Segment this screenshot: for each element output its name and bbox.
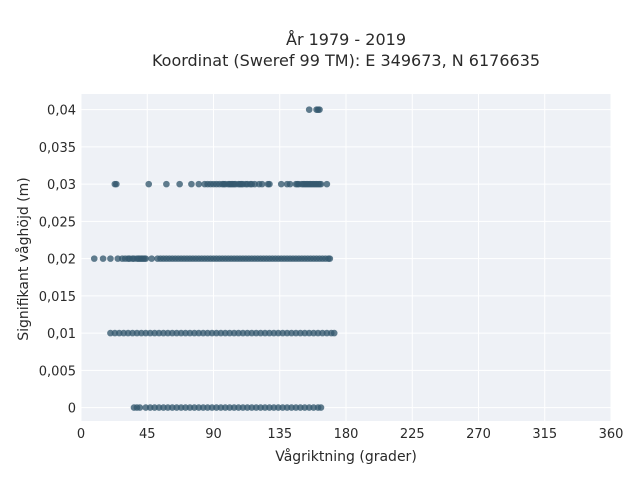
data-point: [142, 255, 150, 262]
y-tick-label: 0,015: [39, 290, 76, 305]
data-points: [90, 106, 338, 411]
y-tick-label: 0,005: [39, 364, 76, 379]
data-point: [326, 255, 334, 262]
data-point: [163, 180, 170, 188]
data-point: [316, 106, 323, 113]
data-point: [90, 255, 98, 262]
data-point: [195, 180, 203, 188]
x-tick-label: 225: [400, 427, 425, 442]
data-point: [317, 404, 325, 411]
y-tick-label: 0,04: [47, 104, 76, 119]
y-tick-label: 0,025: [39, 215, 76, 230]
data-point: [145, 180, 153, 188]
data-point: [148, 255, 155, 262]
x-axis-ticks: 0 45 90 135 180 225 270 315 360: [77, 427, 624, 442]
data-point: [266, 180, 273, 188]
gridlines: [80, 94, 612, 421]
data-point: [317, 180, 325, 188]
chart-subtitle: Koordinat (Sweref 99 TM): E 349673, N 61…: [152, 51, 540, 70]
y-tick-label: 0,035: [39, 141, 76, 156]
x-tick-label: 90: [205, 427, 222, 442]
data-point: [305, 106, 313, 113]
x-tick-label: 180: [334, 427, 359, 442]
y-axis-ticks: 0 0,005 0,01 0,015 0,02 0,025 0,03 0,035 0,04: [39, 104, 76, 417]
y-tick-label: 0: [68, 402, 76, 417]
data-point: [286, 180, 294, 188]
y-tick-label: 0,02: [47, 253, 76, 268]
data-point: [323, 180, 331, 188]
x-axis-label: Vågriktning (grader): [275, 448, 417, 465]
data-point: [99, 255, 107, 262]
data-point: [277, 180, 285, 188]
data-point: [330, 329, 338, 337]
y-tick-label: 0,03: [47, 178, 76, 193]
x-tick-label: 0: [77, 427, 85, 442]
data-point: [136, 404, 144, 411]
x-tick-label: 360: [599, 427, 624, 442]
data-point: [258, 180, 266, 188]
x-tick-label: 315: [532, 427, 557, 442]
x-tick-label: 135: [267, 427, 292, 442]
y-axis-label: Signifikant våghöjd (m): [15, 177, 32, 340]
data-point: [188, 180, 195, 188]
data-point: [107, 255, 114, 262]
data-point: [176, 180, 183, 188]
data-point: [113, 180, 120, 188]
x-tick-label: 45: [139, 427, 156, 442]
y-tick-label: 0,01: [47, 327, 76, 342]
x-tick-label: 270: [466, 427, 491, 442]
chart-title: År 1979 - 2019: [286, 30, 406, 49]
